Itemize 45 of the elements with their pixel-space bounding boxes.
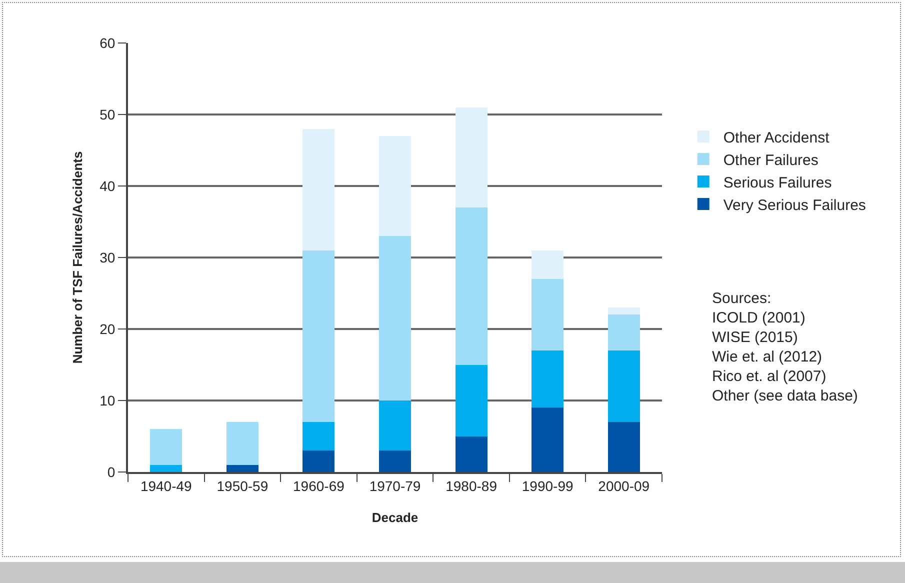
bar — [226, 422, 258, 465]
bar — [150, 429, 182, 465]
bar — [608, 308, 640, 315]
bar — [608, 314, 640, 350]
y-tick-label: 40 — [100, 178, 116, 194]
bar — [302, 450, 335, 472]
y-axis-title: Number of TSF Failures/Accidents — [70, 151, 86, 364]
bar — [378, 136, 412, 236]
x-tick-label: 1970-79 — [369, 478, 421, 494]
bar — [150, 464, 182, 472]
x-tick-label: 1980-89 — [446, 478, 498, 494]
bar — [532, 250, 564, 279]
bar — [226, 464, 258, 472]
bar — [378, 400, 412, 451]
x-axis-title: Decade — [372, 510, 418, 525]
legend-label: Very Serious Failures — [723, 196, 866, 214]
bar — [302, 128, 335, 250]
x-tick-label: 2000-09 — [598, 478, 650, 494]
y-tick-label: 20 — [100, 320, 116, 337]
bar — [455, 436, 488, 472]
y-tick-label: 50 — [100, 106, 116, 122]
bar — [302, 422, 335, 451]
bar — [455, 207, 488, 365]
y-tick-label: 30 — [100, 249, 116, 266]
bar — [455, 364, 488, 436]
bar — [532, 408, 564, 472]
bar — [608, 350, 640, 422]
legend-label: Serious Failures — [723, 174, 832, 192]
y-tick-label: 60 — [100, 34, 116, 51]
bar — [455, 107, 488, 208]
y-tick-label: 10 — [100, 392, 116, 408]
x-tick-label: 1950-59 — [216, 478, 268, 494]
x-tick-label: 1960-69 — [293, 478, 345, 494]
bar — [608, 422, 640, 472]
bar — [532, 350, 564, 408]
y-tick-label: 0 — [107, 464, 116, 480]
bar — [378, 236, 412, 400]
x-tick-label: 1990-99 — [522, 478, 574, 494]
legend-label: Other Failures — [723, 152, 818, 169]
x-tick-label: 1940-49 — [140, 478, 192, 494]
bar — [532, 278, 564, 350]
source-note: Sources: ICOLD (2001) WISE (2015) Wie et. al (2012) Rico et. al (2007) Other (see data base) — [712, 290, 858, 404]
legend-label: Other Accidenst — [723, 129, 830, 146]
bar — [302, 250, 335, 422]
bar — [378, 450, 412, 472]
